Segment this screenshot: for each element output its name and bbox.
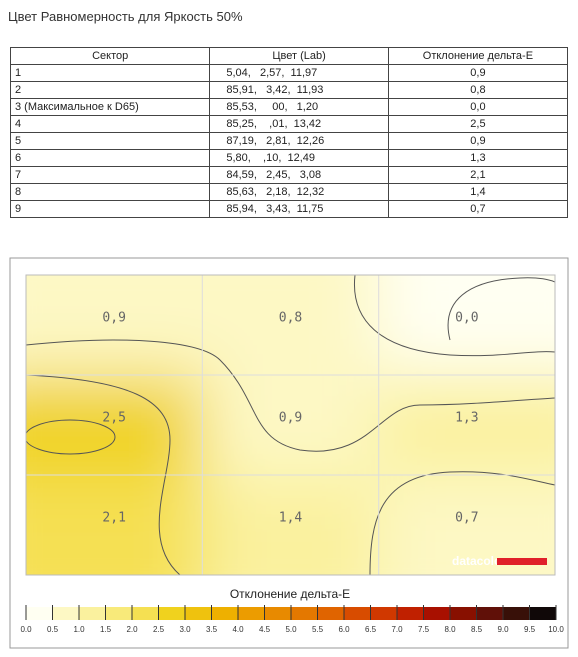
watermark: datacolor	[452, 554, 506, 568]
colorbar-tick-label: 8.5	[471, 625, 483, 634]
colorbar-segment	[476, 607, 504, 620]
heat-cell	[26, 475, 203, 575]
colorbar-segment	[397, 607, 424, 620]
table-row: 1 5,04, 2,57, 11,97 0,9	[9, 64, 569, 82]
table-row: 9 85,94, 3,43, 11,75 0,7	[9, 200, 569, 218]
cell-grid	[26, 275, 555, 575]
colorbar-tick-label: 4.0	[232, 625, 244, 634]
colorbar-segment	[238, 607, 265, 620]
colorbar-segment	[450, 607, 477, 620]
contour-line	[26, 419, 116, 455]
colorbar-segment	[105, 607, 133, 620]
cell-label: 0,7	[455, 511, 478, 526]
table-cell: 5,80, ,10, 12,49	[209, 149, 389, 167]
table-row: 3 (Максимальное к D65) 85,53, 00, 1,20 0,0	[9, 98, 569, 116]
colorbar-tick-label: 3.5	[206, 625, 218, 634]
contour-line	[353, 275, 555, 357]
table-row: 2 85,91, 3,42, 11,93 0,8	[9, 81, 569, 99]
heat-cell	[378, 375, 555, 475]
cell-label: 0,0	[455, 311, 478, 326]
cell-label: 2,5	[102, 411, 125, 426]
colorbar-title: Отклонение дельта-E	[230, 587, 350, 601]
colorbar-segment	[317, 607, 345, 620]
colorbar-tick-label: 4.5	[259, 625, 271, 634]
colorbar-segment	[291, 607, 318, 620]
colorbar-tick-label: 5.0	[285, 625, 297, 634]
colorbar-segment	[529, 607, 557, 620]
colorbar-tick-label: 6.5	[365, 625, 377, 634]
colorbar-tick-label: 1.5	[100, 625, 112, 634]
colorbar-tick-label: 5.5	[312, 625, 324, 634]
table-cell: 85,53, 00, 1,20	[209, 98, 389, 116]
heat-cell	[202, 475, 379, 575]
contour-line	[447, 277, 555, 341]
colorbar-tick-label: 0.5	[47, 625, 59, 634]
colorbar-tick-label: 7.0	[391, 625, 403, 634]
colorbar-tick-label: 3.0	[179, 625, 191, 634]
heat-cell	[378, 275, 555, 375]
cell-label: 0,8	[279, 311, 302, 326]
cell-label: 1,3	[455, 411, 478, 426]
cell-label: 2,1	[102, 511, 125, 526]
colorbar-tick-label: 7.5	[418, 625, 430, 634]
contour-line	[26, 339, 555, 452]
colorbar-segment	[185, 607, 212, 620]
colorbar-tick-label: 2.0	[126, 625, 138, 634]
heat-cell	[26, 375, 203, 475]
colorbar-segment	[79, 607, 106, 620]
colorbar-segment	[344, 607, 371, 620]
colorbar-tick-label: 1.0	[73, 625, 85, 634]
plot-border	[25, 274, 556, 576]
colorbar-segment	[52, 607, 80, 620]
colorbar-segment	[503, 607, 530, 620]
colorbar-segment	[132, 607, 159, 620]
cell-label: 0,9	[102, 311, 125, 326]
cell-label: 0,9	[279, 411, 302, 426]
contour-line	[369, 471, 555, 575]
colorbar-tick-label: 10.0	[548, 625, 564, 634]
table-row: 8 85,63, 2,18, 12,32 1,4	[9, 183, 569, 201]
colorbar-segment	[370, 607, 398, 620]
heatmap	[26, 275, 555, 575]
table-body: 1 5,04, 2,57, 11,97 0,9 2 85,91, 3,42, 11,93…	[9, 64, 569, 218]
colorbar-segment	[423, 607, 451, 620]
page-title: Цвет Равномерность для Яркость 50%	[8, 9, 243, 24]
colorbar-tick-label: 8.0	[444, 625, 456, 634]
table-cell: 85,94, 3,43, 11,75	[209, 200, 389, 218]
contour-line	[26, 374, 181, 575]
logo-bar	[497, 558, 547, 565]
table-row: 6 5,80, ,10, 12,49 1,3	[9, 149, 569, 167]
colorbar-segment	[264, 607, 292, 620]
colorbar-tick-label: 9.0	[497, 625, 509, 634]
table-cell: 9	[9, 200, 211, 218]
results-table: Сектор Цвет (Lab) Отклонение дельта-E 1 5,0…	[9, 47, 569, 218]
heat-cell	[26, 275, 203, 375]
table-row: 4 85,25, ,01, 13,42 2,5	[9, 115, 569, 133]
contours	[26, 275, 555, 575]
colorbar-segment	[158, 607, 186, 620]
colorbar-segment	[26, 607, 53, 620]
heatmap-cells	[26, 275, 555, 575]
colorbar-segment	[211, 607, 239, 620]
colorbar-tick-label: 2.5	[153, 625, 165, 634]
colorbar-tick-label: 9.5	[524, 625, 536, 634]
heat-cell	[202, 375, 379, 475]
cell-label: 1,4	[279, 511, 303, 526]
table-cell: 84,59, 2,45, 3,08	[209, 166, 389, 184]
column-header: Цвет (Lab)	[209, 47, 389, 65]
colorbar-tick-label: 0.0	[20, 625, 32, 634]
colorbar-tick-label: 6.0	[338, 625, 350, 634]
table-cell: 0,8	[387, 81, 569, 99]
heat-cell	[202, 275, 379, 375]
table-cell: 0,7	[387, 200, 569, 218]
